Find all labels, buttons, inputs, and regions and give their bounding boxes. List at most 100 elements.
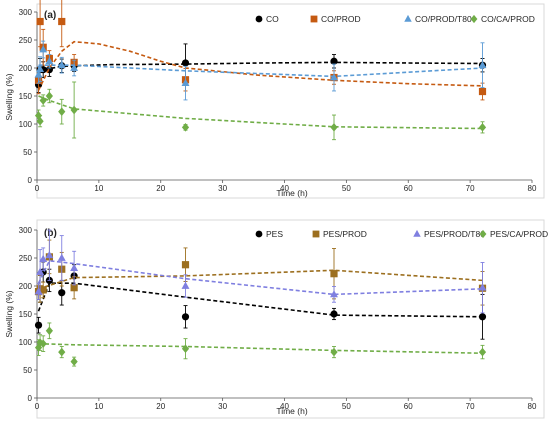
panel-a-data-point xyxy=(70,105,78,115)
panel-b-data-point xyxy=(57,253,66,261)
panel-b-legend-item: PES/PROD/T80 xyxy=(413,229,485,239)
panel-a-x-tick-label: 80 xyxy=(528,184,537,193)
panel-b-label: (b) xyxy=(44,228,57,239)
panel-b-trend-line-pes-prod-t80 xyxy=(37,259,483,296)
panel-a-legend-marker xyxy=(404,14,412,22)
panel-a-data-point xyxy=(39,96,47,105)
panel-a-x-tick-label: 0 xyxy=(35,184,40,193)
panel-b-data-point xyxy=(330,290,338,298)
panel-a-data-point xyxy=(181,59,190,67)
panel-a-data-point xyxy=(70,63,79,71)
panel-b-data-point xyxy=(478,283,487,291)
panel-b-legend-label: PES/CA/PROD xyxy=(490,229,548,239)
panel-b-x-tick-label: 50 xyxy=(342,402,351,411)
panel-b-y-tick-label: 300 xyxy=(19,226,33,235)
panel-b-legend-marker xyxy=(255,230,263,238)
panel-b-data-point xyxy=(45,250,54,259)
panel-b-legend-label: PES xyxy=(266,229,283,239)
panel-a-y-tick-label: 0 xyxy=(28,176,33,185)
panel-a-legend-label: CO xyxy=(266,14,279,24)
panel-b-legend-marker xyxy=(479,229,487,239)
panel-a-x-tick-label: 20 xyxy=(156,184,165,193)
panel-a-data-point xyxy=(181,123,190,132)
panel-b-trend-line-pes-prod xyxy=(38,269,483,290)
panel-a-legend-marker xyxy=(470,14,478,24)
panel-a-legend-item: CO xyxy=(255,14,279,24)
panel-a-legend-marker xyxy=(255,15,263,23)
panel-a-x-tick-label: 30 xyxy=(218,184,227,193)
panel-b-x-tick-label: 20 xyxy=(156,402,165,411)
panel-a-data-point xyxy=(478,87,487,96)
panel-a-label: (a) xyxy=(44,10,56,21)
panel-a-x-tick-label: 60 xyxy=(404,184,413,193)
panel-a-data-point xyxy=(330,73,338,81)
panel-b-data-point xyxy=(39,339,47,348)
panel-a-data-point xyxy=(57,60,66,69)
panel-a-y-tick-label: 300 xyxy=(19,8,33,17)
panel-a-legend-label: CO/PROD/T80 xyxy=(415,14,472,24)
panel-b-y-tick-label: 100 xyxy=(19,338,33,347)
panel-b-data-point xyxy=(39,254,48,262)
panel-a-series-co-prod-t80 xyxy=(34,40,487,101)
panel-b-legend-item: PES xyxy=(255,229,283,239)
panel-a-x-tick-label: 50 xyxy=(342,184,351,193)
panel-a-trend-line-co xyxy=(38,61,483,72)
panel-b-x-axis-title: Time (h) xyxy=(276,406,307,416)
panel-b-data-point xyxy=(181,281,190,289)
panel-a-x-tick-label: 10 xyxy=(94,184,103,193)
panel-b-x-tick-label: 80 xyxy=(528,402,537,411)
panel-b-data-point xyxy=(181,344,190,354)
panel-b: (b) Time (h) Swelling (%) 0 10 20 30 40 50 60 7… xyxy=(4,219,548,419)
panel-a-data-point xyxy=(36,17,44,26)
panel-a-legend-label: CO/PROD xyxy=(321,14,361,24)
panel-b-data-point xyxy=(45,326,53,336)
panel-b-data-point xyxy=(181,313,190,321)
panel-b-data-point xyxy=(70,284,78,292)
panel-a-y-tick-label: 250 xyxy=(19,36,33,45)
panel-b-y-tick-label: 150 xyxy=(19,310,33,319)
panel-b-legend-marker xyxy=(312,230,320,238)
panel-a-series-co-ca-prod xyxy=(34,81,487,141)
panel-b-plot-area: 0 10 20 30 40 50 60 70 80 0 50 100 150 200 250 300 PES PE… xyxy=(19,226,548,411)
panel-a-plot-area: 0 10 20 30 40 50 60 70 80 0 50 100 150 200 250 300 CO CO/… xyxy=(19,0,537,193)
panel-a-y-tick-label: 50 xyxy=(23,148,32,157)
panel-b-legend-item: PES/PROD xyxy=(312,229,367,239)
panel-b-data-point xyxy=(70,263,79,271)
panel-b-legend-item: PES/CA/PROD xyxy=(479,229,548,239)
panel-a-trend-line-co-prod-t80 xyxy=(38,64,483,78)
panel-b-legend-label: PES/PROD/T80 xyxy=(424,229,485,239)
panel-b-data-point xyxy=(39,286,47,294)
panel-b-data-point xyxy=(181,261,190,269)
panel-a-data-point xyxy=(478,60,487,69)
panel-a-y-tick-label: 200 xyxy=(19,64,33,73)
panel-b-data-point xyxy=(70,357,78,366)
panel-a-trend-line-co-ca-prod xyxy=(38,95,483,130)
panel-a-y-axis-title: Swelling (%) xyxy=(4,73,14,120)
panel-b-legend-label: PES/PROD xyxy=(323,229,367,239)
panel-b-legend-marker xyxy=(413,229,421,237)
panel-a-data-point xyxy=(36,116,44,126)
panel-b-y-tick-label: 0 xyxy=(28,394,33,403)
panel-a-trend-line-co-prod xyxy=(37,40,483,91)
panel-b-series-pes-prod-t80 xyxy=(34,229,487,314)
panel-a-x-tick-label: 70 xyxy=(466,184,475,193)
panel-a-data-point xyxy=(181,78,190,86)
panel-a-data-point xyxy=(39,45,48,53)
panel-b-data-point xyxy=(58,289,66,297)
panel-b-y-tick-label: 200 xyxy=(19,282,33,291)
panel-b-series-pes-ca-prod xyxy=(34,322,487,367)
panel-a-legend-item: CO/PROD/T80 xyxy=(404,14,472,24)
panel-b-data-point xyxy=(478,313,487,321)
panel-a-data-point xyxy=(330,123,338,132)
panel-b-x-tick-label: 40 xyxy=(280,402,289,411)
panel-b-x-tick-label: 60 xyxy=(404,402,413,411)
panel-b-x-tick-label: 30 xyxy=(218,402,227,411)
panel-a: (a) Time (h) Swelling (%) 0 10 20 30 40 50 60 7… xyxy=(4,0,545,199)
panel-b-data-point xyxy=(478,347,487,357)
panel-a-data-point xyxy=(58,107,66,116)
panel-b-y-axis-title: Swelling (%) xyxy=(4,290,14,337)
panel-b-data-point xyxy=(330,347,338,357)
panel-b-data-point xyxy=(34,321,43,329)
